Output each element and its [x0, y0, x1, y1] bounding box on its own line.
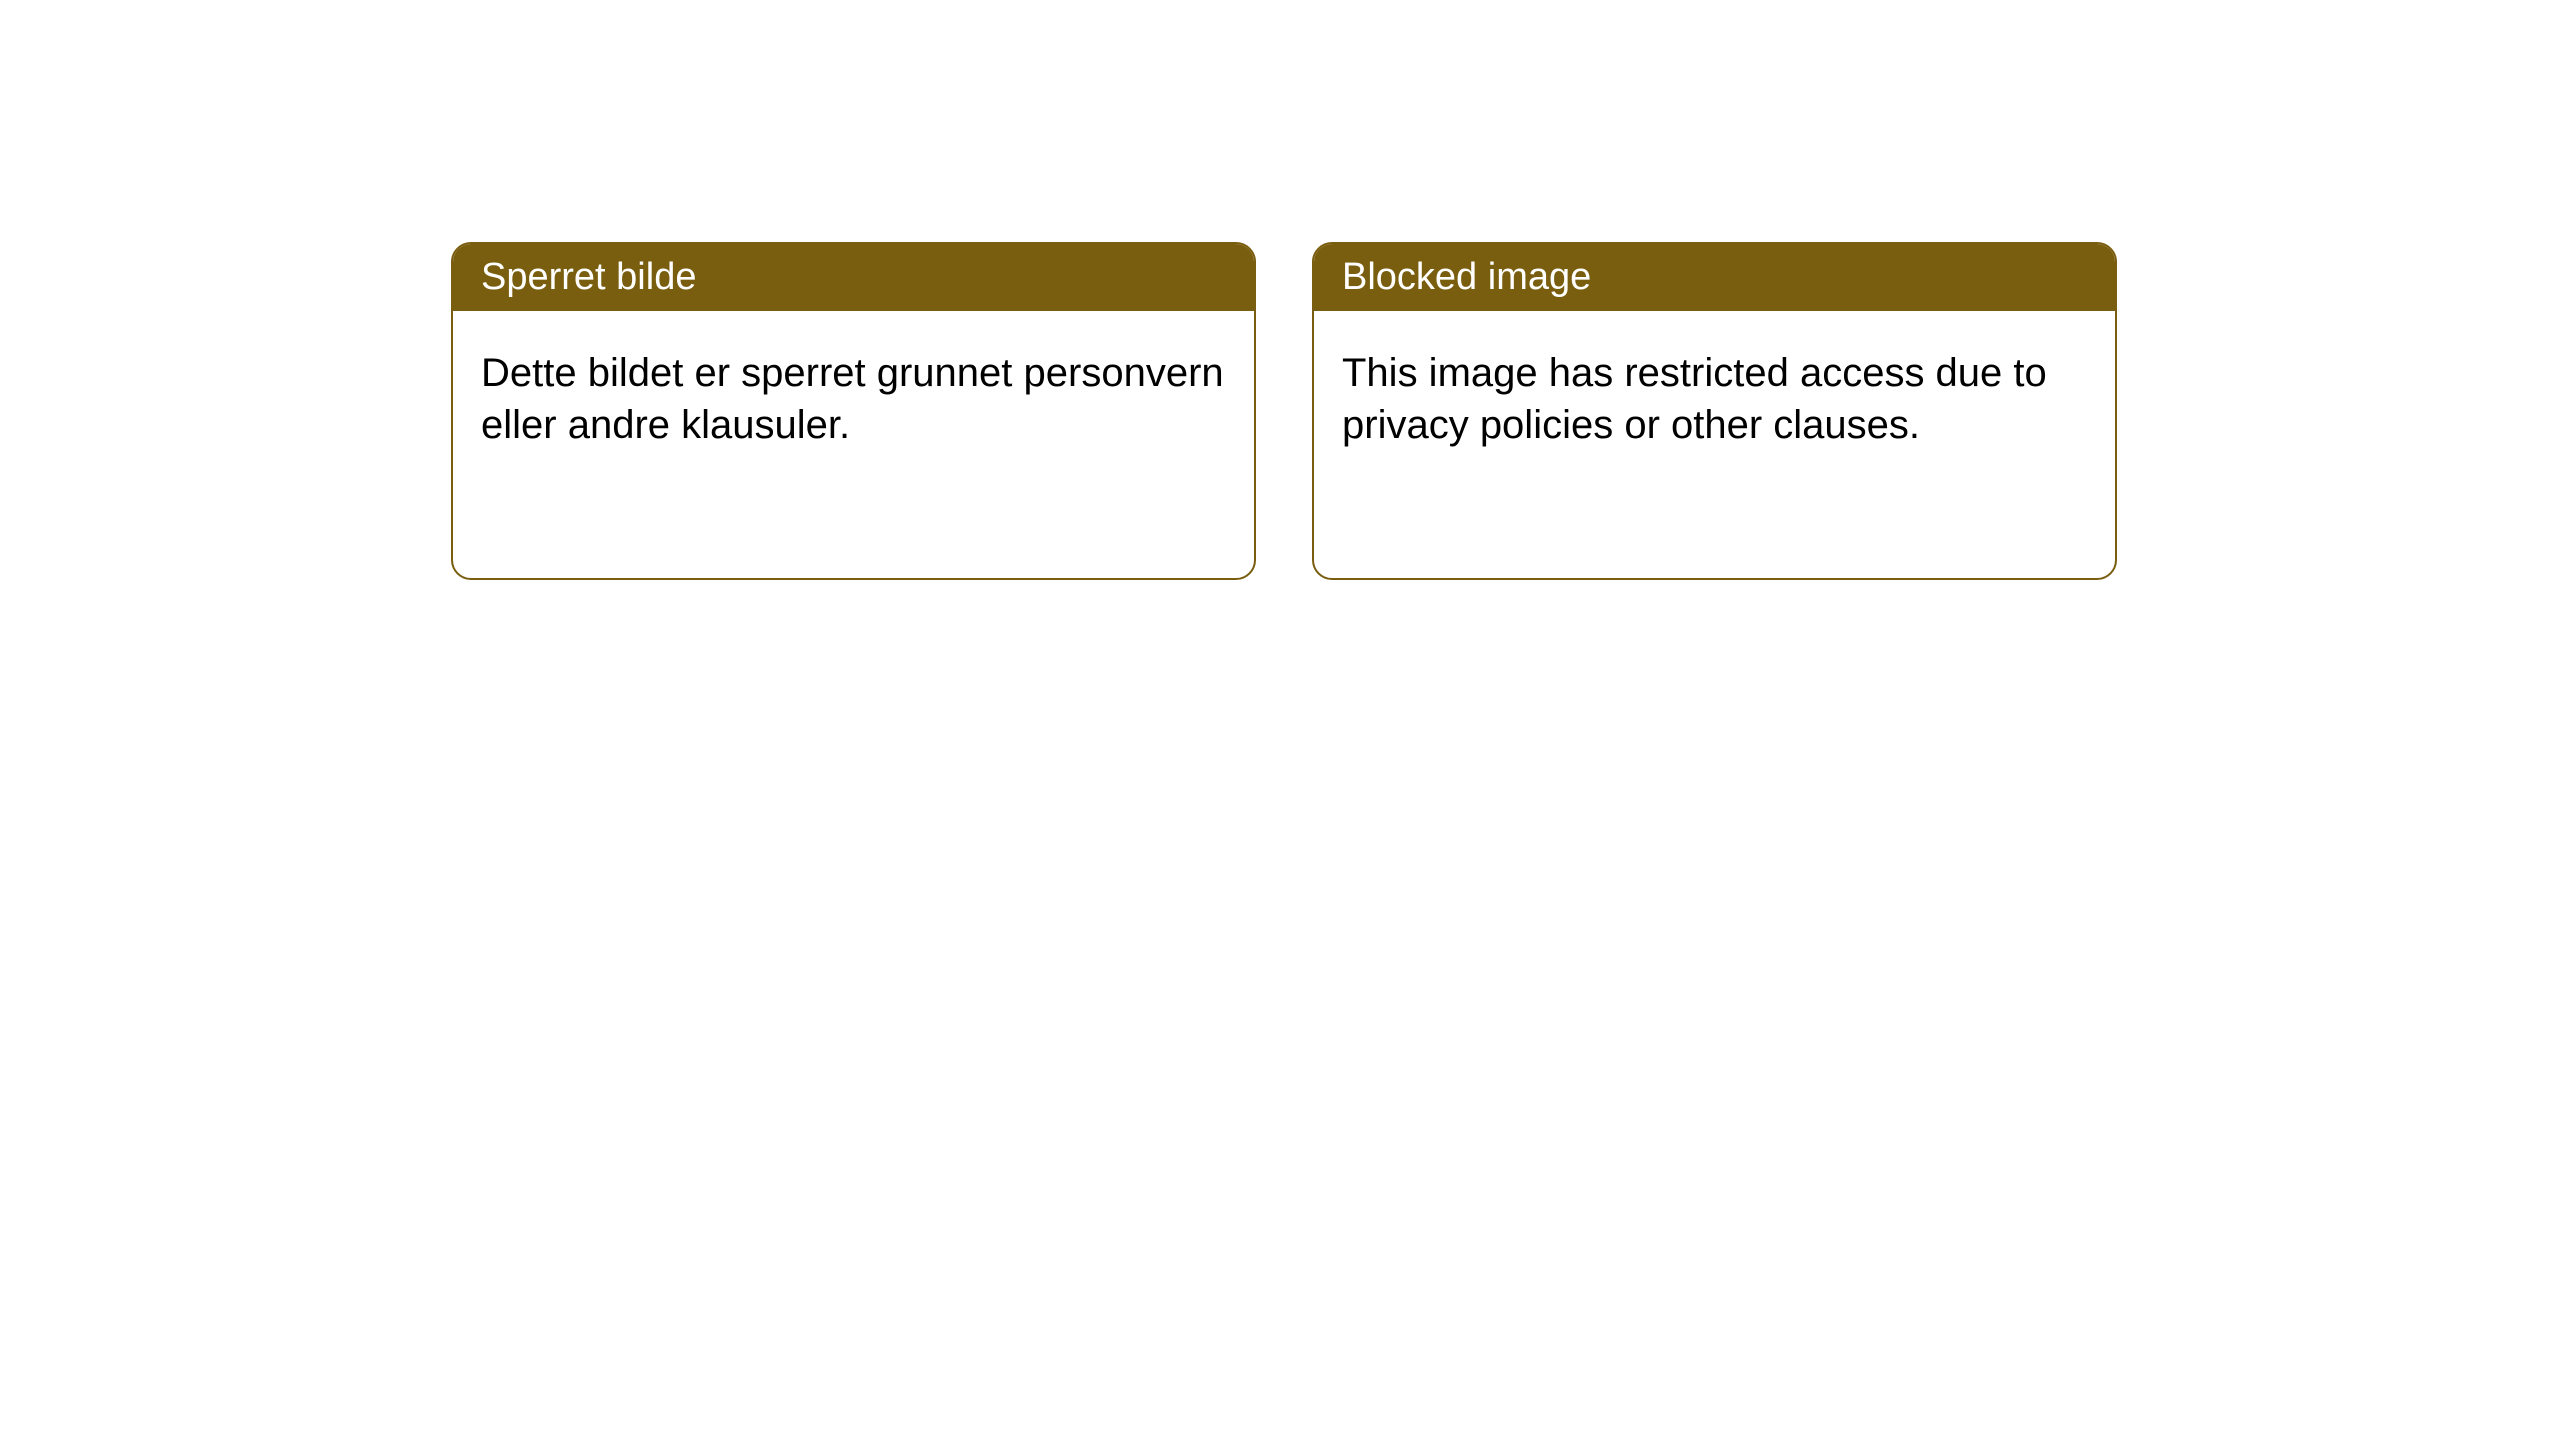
card-header: Blocked image	[1314, 244, 2115, 311]
notice-cards-container: Sperret bilde Dette bildet er sperret gr…	[0, 0, 2560, 580]
card-body-text: This image has restricted access due to …	[1342, 351, 2047, 447]
card-body-text: Dette bildet er sperret grunnet personve…	[481, 351, 1224, 447]
card-body: Dette bildet er sperret grunnet personve…	[453, 311, 1254, 487]
card-header: Sperret bilde	[453, 244, 1254, 311]
blocked-image-card-norwegian: Sperret bilde Dette bildet er sperret gr…	[451, 242, 1256, 580]
card-title: Sperret bilde	[481, 256, 696, 298]
blocked-image-card-english: Blocked image This image has restricted …	[1312, 242, 2117, 580]
card-body: This image has restricted access due to …	[1314, 311, 2115, 487]
card-title: Blocked image	[1342, 256, 1591, 298]
